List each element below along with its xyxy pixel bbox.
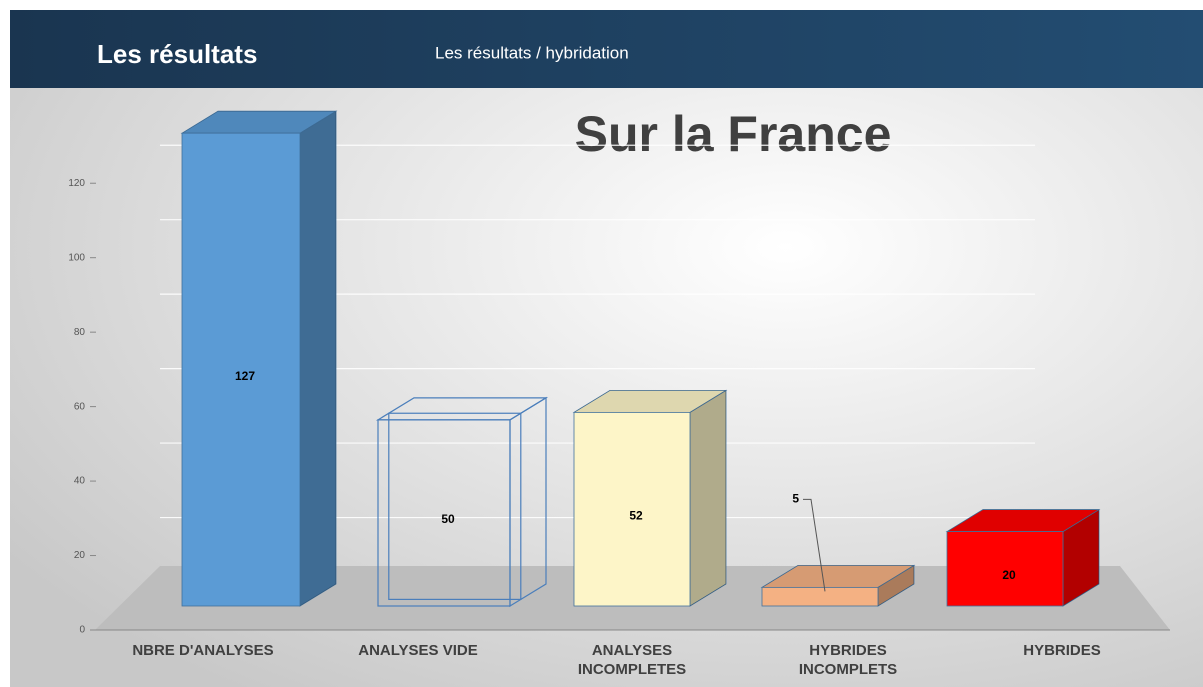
- y-tick-label: 60: [74, 401, 86, 412]
- bar-top-shade: [182, 111, 336, 134]
- bar-front: [761, 586, 879, 607]
- bar-side-shade: [878, 565, 914, 606]
- value-label: 50: [441, 512, 455, 526]
- bar-top-shade: [762, 565, 914, 588]
- bar-side-shade: [300, 111, 336, 607]
- bar: [945, 508, 1101, 607]
- y-tick-label: 40: [74, 476, 86, 487]
- header-bar: [10, 10, 1203, 88]
- bar-top-shade: [947, 509, 1099, 532]
- bar: [180, 110, 338, 607]
- x-tick-label: ANALYSES INCOMPLETES: [578, 642, 686, 678]
- x-tick-label: NBRE D'ANALYSES: [132, 642, 273, 659]
- bar-front: [377, 419, 511, 607]
- header-title: Les résultats: [97, 39, 257, 69]
- value-label: 52: [629, 508, 643, 522]
- x-tick-label: HYBRIDES INCOMPLETS: [799, 642, 897, 678]
- y-tick-label: 100: [68, 252, 85, 263]
- value-label: 20: [1002, 568, 1016, 582]
- x-tick-label: ANALYSES VIDE: [358, 642, 477, 659]
- bar-side-shade: [690, 390, 726, 606]
- bar-front: [181, 132, 301, 607]
- y-tick-label: 120: [68, 178, 85, 189]
- bar-top-shade: [574, 390, 726, 413]
- x-tick-label: HYBRIDES: [1023, 642, 1101, 659]
- y-tick-label: 80: [74, 327, 86, 338]
- bar-front: [573, 411, 691, 607]
- y-tick-label: 20: [74, 550, 86, 561]
- leader-line: [803, 498, 826, 592]
- bar-front: [946, 531, 1064, 607]
- bar: [572, 389, 728, 607]
- y-tick-label: 0: [79, 625, 85, 636]
- bar: [760, 564, 916, 607]
- chart-title: Sur la France: [575, 106, 892, 162]
- breadcrumb: Les résultats / hybridation: [435, 43, 629, 62]
- value-label: 5: [792, 492, 799, 506]
- bar-side-shade: [1063, 509, 1099, 606]
- value-label: 127: [235, 369, 255, 383]
- bar-back: [388, 412, 522, 600]
- bar: [375, 396, 549, 608]
